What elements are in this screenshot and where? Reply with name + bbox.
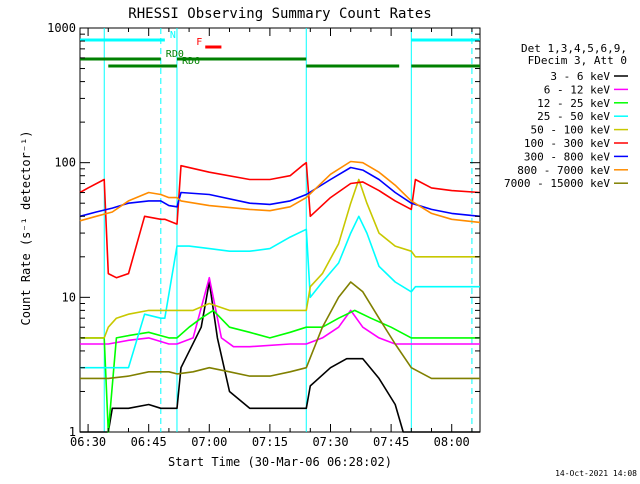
flag-label-rd6: RD6 <box>182 56 200 67</box>
flag-label-n: N <box>170 30 176 41</box>
chart-title: RHESSI Observing Summary Count Rates <box>128 6 431 22</box>
y-tick-label-3: 1000 <box>47 21 76 35</box>
flag-label-f: F <box>196 37 202 48</box>
series-line-6 <box>79 166 481 218</box>
x-tick-label-0: 06:30 <box>70 435 106 449</box>
y-tick-label-2: 100 <box>54 156 76 170</box>
legend-entry-label-8: 7000 - 15000 keV <box>504 177 610 190</box>
plot-frame <box>79 27 481 433</box>
legend-entry-label-0: 3 - 6 keV <box>550 70 610 83</box>
x-axis-label: Start Time (30-Mar-06 06:28:02) <box>168 455 392 469</box>
legend-entry-label-6: 300 - 800 keV <box>524 150 610 163</box>
x-tick-label-6: 08:00 <box>434 435 470 449</box>
flag-label-rd0: RD0 <box>166 49 184 60</box>
legend: Det 1,3,4,5,6,9,FDecim 3, Att 0 3 - 6 keV… <box>504 42 628 190</box>
legend-entry-label-5: 100 - 300 keV <box>524 137 610 150</box>
series-line-2 <box>80 309 480 433</box>
x-tick-label-3: 07:15 <box>252 435 288 449</box>
legend-header-line-1: FDecim 3, Att 0 <box>528 54 627 67</box>
legend-entry-label-3: 25 - 50 keV <box>537 110 610 123</box>
x-tick-label-5: 07:45 <box>373 435 409 449</box>
legend-entry-label-7: 800 - 7000 keV <box>517 164 610 177</box>
series-line-1 <box>80 276 480 348</box>
series-line-7 <box>79 160 481 224</box>
x-tick-label-2: 07:00 <box>191 435 227 449</box>
y-tick-label-0: 1 <box>69 425 76 439</box>
y-tick-label-1: 10 <box>62 290 76 304</box>
series-line-0 <box>80 281 480 433</box>
x-tick-label-1: 06:45 <box>131 435 167 449</box>
series-line-8 <box>80 281 480 380</box>
legend-header-line-0: Det 1,3,4,5,6,9, <box>521 42 627 55</box>
y-axis-label: Count Rate (s⁻¹ detector⁻¹) <box>19 130 33 325</box>
footer-date: 14-Oct-2021 14:08 <box>555 469 637 478</box>
series-line-4 <box>80 178 480 339</box>
legend-entry-label-4: 50 - 100 keV <box>531 124 611 137</box>
series-line-5 <box>79 161 481 279</box>
x-tick-label-4: 07:30 <box>312 435 348 449</box>
series-line-3 <box>80 215 480 369</box>
legend-entry-label-2: 12 - 25 keV <box>537 97 610 110</box>
legend-entry-label-1: 6 - 12 keV <box>544 83 611 96</box>
